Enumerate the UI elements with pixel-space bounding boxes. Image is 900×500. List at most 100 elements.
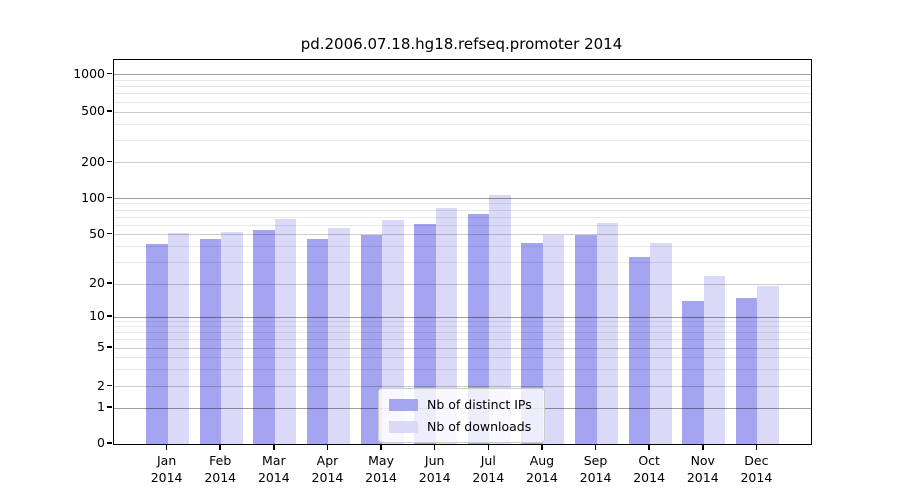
gridline-20 bbox=[114, 283, 811, 285]
bar-ips-jan bbox=[146, 243, 168, 444]
gridline-200 bbox=[114, 162, 811, 163]
x-tick-mark-jul bbox=[487, 444, 490, 450]
gridline-7 bbox=[114, 332, 811, 334]
y-tick-label-1000: 1000 bbox=[73, 65, 105, 81]
x-tick-month-apr: Apr bbox=[316, 453, 339, 468]
x-tick-month-mar: Mar bbox=[262, 453, 286, 468]
gridline-80 bbox=[114, 209, 811, 211]
bar-downloads-aug bbox=[542, 234, 565, 444]
x-tick-label-jun: Jun 2014 bbox=[403, 452, 467, 486]
bar-ips-apr bbox=[306, 239, 329, 444]
bar-downloads-apr bbox=[328, 227, 350, 444]
y-tick-mark-0 bbox=[107, 442, 112, 444]
gridline-800 bbox=[114, 86, 811, 88]
bar-ips-jul bbox=[467, 214, 490, 444]
x-tick-year-jul: 2014 bbox=[472, 470, 505, 485]
x-tick-month-aug: Aug bbox=[529, 453, 555, 468]
x-tick-mark-jan bbox=[165, 444, 168, 450]
gridline-90 bbox=[114, 203, 811, 205]
x-tick-mark-apr bbox=[326, 444, 329, 450]
bar-downloads-nov bbox=[703, 276, 726, 444]
x-tick-mark-oct bbox=[648, 444, 650, 450]
x-tick-month-feb: Feb bbox=[209, 453, 232, 468]
x-tick-mark-dec bbox=[755, 444, 758, 450]
bar-downloads-oct bbox=[650, 242, 672, 444]
y-tick-label-1: 1 bbox=[97, 399, 105, 414]
x-tick-year-may: 2014 bbox=[365, 470, 397, 485]
bar-downloads-jan bbox=[167, 233, 190, 444]
x-tick-label-feb: Feb 2014 bbox=[188, 452, 252, 486]
gridline-2 bbox=[114, 386, 811, 387]
x-tick-year-sep: 2014 bbox=[579, 470, 612, 485]
bar-ips-may bbox=[360, 234, 383, 444]
bar-downloads-feb bbox=[221, 232, 243, 444]
gridline-400 bbox=[114, 123, 811, 125]
x-tick-year-jun: 2014 bbox=[418, 470, 451, 485]
gridline-6 bbox=[114, 339, 811, 341]
x-tick-label-apr: Apr 2014 bbox=[295, 452, 359, 486]
y-tick-mark-100 bbox=[107, 196, 112, 199]
bar-ips-sep bbox=[575, 234, 597, 444]
bar-ips-feb bbox=[199, 239, 222, 444]
x-tick-month-sep: Sep bbox=[583, 453, 608, 468]
legend-item-distinct-ips: Nb of distinct IPs bbox=[389, 395, 532, 414]
x-tick-year-oct: 2014 bbox=[633, 470, 666, 485]
x-tick-year-dec: 2014 bbox=[740, 470, 773, 485]
x-tick-month-oct: Oct bbox=[638, 453, 660, 468]
gridline-70 bbox=[114, 216, 811, 218]
x-tick-month-may: May bbox=[368, 453, 394, 468]
x-tick-mark-mar bbox=[273, 444, 275, 450]
legend: Nb of distinct IPs Nb of downloads bbox=[378, 388, 545, 443]
chart-title: pd.2006.07.18.hg18.refseq.promoter 2014 bbox=[300, 35, 623, 53]
y-tick-mark-50 bbox=[107, 232, 112, 235]
y-tick-label-5: 5 bbox=[97, 339, 105, 354]
y-tick-label-50: 50 bbox=[89, 225, 105, 241]
bar-ips-mar bbox=[253, 229, 275, 444]
bar-ips-nov bbox=[682, 300, 704, 444]
x-tick-label-sep: Sep 2014 bbox=[564, 452, 628, 486]
bar-downloads-sep bbox=[596, 223, 619, 444]
x-tick-year-jan: 2014 bbox=[150, 470, 183, 485]
x-tick-year-mar: 2014 bbox=[257, 470, 290, 485]
y-tick-mark-20 bbox=[107, 282, 112, 284]
bar-downloads-dec bbox=[757, 286, 779, 444]
bar-ips-oct bbox=[628, 256, 651, 444]
y-tick-label-0: 0 bbox=[97, 435, 105, 450]
x-tick-year-apr: 2014 bbox=[311, 470, 344, 485]
x-tick-mark-jun bbox=[433, 444, 436, 450]
legend-item-downloads: Nb of downloads bbox=[389, 417, 532, 436]
gridline-700 bbox=[114, 93, 811, 95]
legend-swatch-distinct-ips bbox=[389, 398, 418, 411]
x-tick-mark-feb bbox=[219, 444, 221, 450]
x-tick-label-jul: Jul 2014 bbox=[456, 452, 520, 486]
x-tick-month-jun: Jun bbox=[424, 453, 445, 468]
gridline-60 bbox=[114, 224, 811, 226]
legend-swatch-downloads bbox=[389, 420, 418, 433]
x-tick-month-nov: Nov bbox=[690, 453, 715, 468]
gridline-5 bbox=[114, 347, 811, 349]
y-tick-mark-1 bbox=[107, 406, 112, 408]
x-tick-label-aug: Aug 2014 bbox=[510, 452, 574, 486]
x-tick-mark-aug bbox=[541, 444, 543, 450]
y-tick-label-100: 100 bbox=[81, 189, 105, 205]
y-tick-mark-500 bbox=[107, 110, 112, 112]
legend-label-distinct-ips: Nb of distinct IPs bbox=[427, 397, 532, 412]
gridline-30 bbox=[114, 261, 811, 263]
x-tick-label-jan: Jan 2014 bbox=[135, 452, 199, 486]
y-tick-mark-10 bbox=[107, 315, 112, 317]
gridline-1000 bbox=[114, 74, 811, 75]
gridline-9 bbox=[114, 321, 811, 323]
y-tick-mark-200 bbox=[107, 160, 112, 163]
y-tick-mark-1000 bbox=[107, 72, 112, 75]
bar-downloads-mar bbox=[274, 219, 297, 444]
gridline-10 bbox=[114, 316, 811, 318]
gridline-40 bbox=[114, 246, 811, 248]
x-tick-mark-sep bbox=[594, 444, 597, 450]
legend-label-downloads: Nb of downloads bbox=[427, 419, 532, 434]
gridline-100 bbox=[114, 198, 811, 199]
x-tick-year-nov: 2014 bbox=[686, 470, 719, 485]
bar-downloads-jun bbox=[435, 207, 458, 444]
x-tick-label-mar: Mar 2014 bbox=[242, 452, 306, 486]
gridline-600 bbox=[114, 101, 811, 103]
